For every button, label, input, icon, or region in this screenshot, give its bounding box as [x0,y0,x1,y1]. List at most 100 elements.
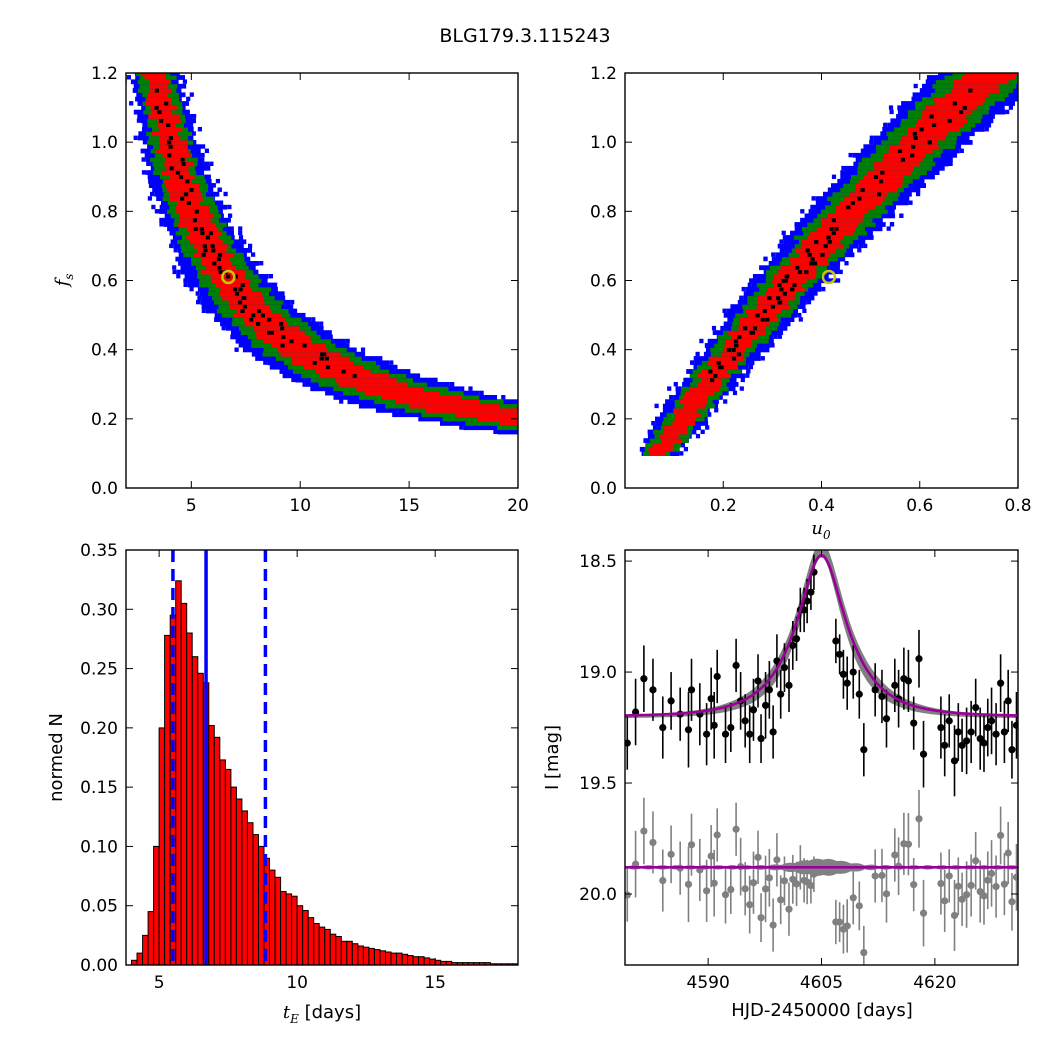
best-point-cell [810,256,815,262]
contour-inner-cell [648,446,673,452]
contour-mid-cell [733,447,999,452]
contour-inner-cell [709,356,745,361]
data-point [984,723,992,732]
best-point-cell [790,286,795,292]
best-point-cell [831,217,836,223]
contour-inner-cell [748,312,777,318]
best-point-cell [947,118,952,123]
residual-point [919,909,928,917]
residual-point [785,905,793,913]
histogram-bar [346,940,353,966]
data-point [687,686,696,694]
y-tick-label: 1.0 [91,133,118,153]
contour-inner-cell [145,101,171,106]
contour-inner-cell [146,96,172,102]
contour-outer-cell [142,140,147,145]
panel-te-histogram: 5 10 15 0.00 0.05 0.10 0.15 0.20 0.25 0.30 0.35 nor… [46,541,519,1026]
best-point-cell [234,291,240,296]
best-point-cell [900,157,905,162]
contour-outer-cell [248,243,253,249]
contour-outer-cell [339,399,344,404]
best-point-cell [710,377,715,383]
contour-outer-cell [290,299,295,305]
y-tick-label: 19.5 [579,774,617,794]
histogram-bar [147,911,155,966]
contour-outer-cell [777,334,782,339]
data-point [878,692,886,701]
contour-inner-cell [821,222,859,227]
contour-inner-cell [212,278,251,284]
data-point [954,728,962,736]
contour-outer-cell [760,451,1050,456]
best-point-cell [193,226,198,231]
y-tick-label: 0.20 [80,719,118,739]
residual-point [807,882,815,890]
histogram-bar [351,943,359,966]
best-point-cell [829,226,834,231]
contour-outer-cell [690,360,695,365]
contour-inner-cell [917,118,968,124]
lightcurve-plot [625,550,1018,965]
histogram-bar [401,953,409,966]
contour-outer-cell [172,269,177,275]
data-point [625,739,631,747]
histogram-bar [158,727,166,966]
contour-outer-cell [201,308,206,313]
best-fit-marker [221,269,236,285]
contour-inner-cell [271,343,326,348]
contour-inner-cell [925,105,977,111]
residual-point [703,887,711,895]
contour-outer-cell [1039,79,1043,83]
best-point-cell [718,364,723,370]
contour-outer-cell [195,291,200,296]
best-point-cell [256,308,262,313]
contour-inner-cell [934,101,983,106]
contour-inner-cell [149,83,168,89]
data-point [721,730,730,738]
contour-inner-cell [278,347,327,353]
panel-te-fs-heatmap: 5 10 15 20 0.0 0.2 0.4 0.6 0.8 1.0 1.2 fs [52,64,1050,516]
histogram-bar [329,933,337,966]
data-point [785,681,793,689]
contour-outer-cell [1008,105,1013,110]
best-point-cell [240,308,245,313]
contour-outer-cell [217,187,222,192]
contour-inner-cell [408,403,500,409]
contour-outer-cell [781,230,786,236]
best-point-cell [749,330,754,335]
contour-inner-cell [840,200,882,206]
contour-inner-cell [836,204,876,210]
best-point-cell [217,265,222,270]
contour-inner-cell [149,79,171,85]
contour-outer-cell [183,282,188,287]
contour-inner-cell [292,360,354,366]
contour-outer-cell [869,140,874,145]
contour-outer-cell [191,131,196,136]
panel-lightcurve: 4590 4605 4620 18.5 19.0 19.5 20.0 I [mag] HJD-2… [542,549,1019,1021]
y-tick-label: 0.25 [80,660,118,680]
y-tick-label: 0.00 [80,956,118,976]
contour-inner-cell [165,157,187,163]
best-point-cell [767,295,772,300]
contour-outer-cell [810,204,815,210]
histogram-bar [164,634,171,966]
data-point [803,597,811,605]
histogram-bar [219,759,226,966]
best-point-cell [185,178,190,184]
contour-inner-cell [874,165,914,171]
best-point-cell [929,114,934,119]
data-point [800,606,808,614]
contour-outer-cell [389,360,394,365]
best-point-cell [805,248,810,253]
contour-inner-cell [765,291,796,297]
best-point-cell [175,170,181,175]
best-point-cell [168,144,173,149]
contour-inner-cell [684,390,715,396]
panel-u0-fs-heatmap: 0.2 0.4 0.6 0.8 0.0 0.2 0.4 0.6 0.8 1.0 1.2 u0 [590,64,1043,542]
contour-outer-cell [311,317,316,322]
histogram-bar [374,949,381,966]
best-point-cell [834,226,839,231]
contour-inner-cell [961,75,1015,80]
residual-point [769,921,777,929]
